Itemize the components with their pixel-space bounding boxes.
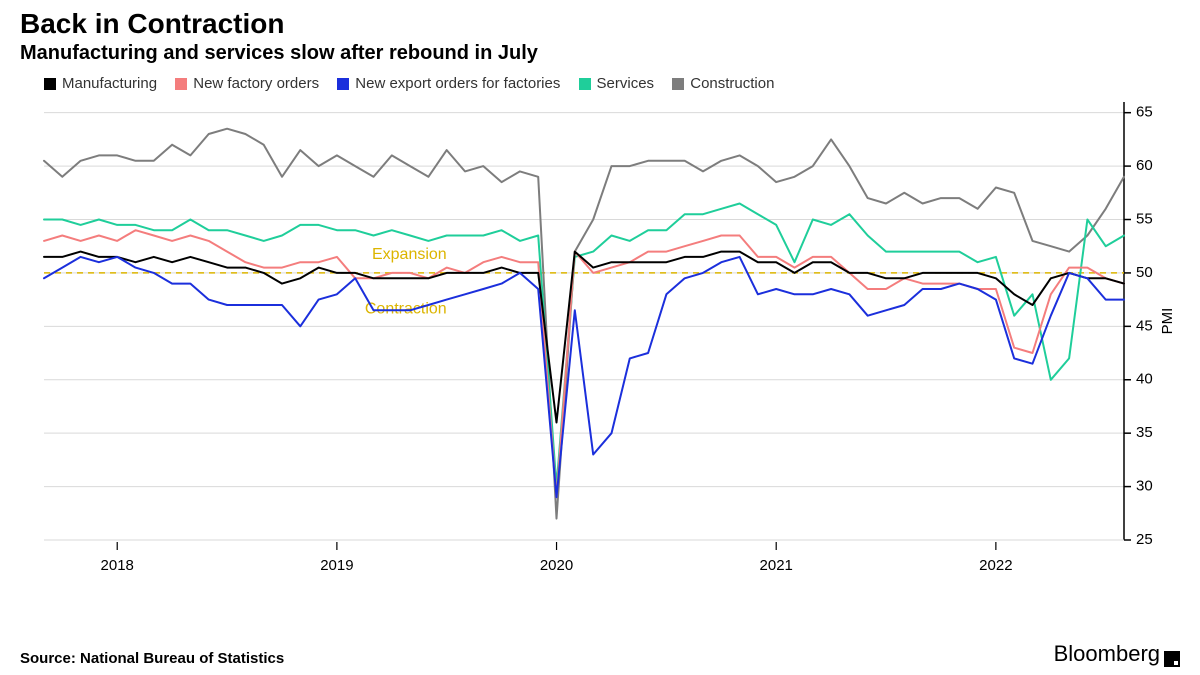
legend-label: New export orders for factories — [355, 75, 560, 92]
legend-swatch — [44, 78, 56, 90]
brand-icon — [1164, 651, 1180, 667]
chart-title: Back in Contraction — [0, 0, 1200, 40]
source-label: Source: National Bureau of Statistics — [20, 650, 284, 667]
footer: Source: National Bureau of Statistics Bl… — [20, 641, 1180, 667]
legend-item: Services — [579, 75, 655, 92]
legend-item: New export orders for factories — [337, 75, 560, 92]
brand-text: Bloomberg — [1054, 641, 1160, 667]
legend-item: Construction — [672, 75, 774, 92]
svg-text:45: 45 — [1136, 317, 1153, 334]
svg-text:2021: 2021 — [760, 557, 793, 574]
svg-text:55: 55 — [1136, 210, 1153, 227]
chart-area: 253035404550556065PMIExpansionContractio… — [20, 96, 1180, 591]
legend-swatch — [672, 78, 684, 90]
legend-swatch — [175, 78, 187, 90]
legend: Manufacturing New factory orders New exp… — [0, 71, 1200, 96]
svg-text:35: 35 — [1136, 424, 1153, 441]
brand-label: Bloomberg — [1054, 641, 1180, 667]
legend-label: Services — [597, 75, 655, 92]
svg-text:60: 60 — [1136, 157, 1153, 174]
legend-label: New factory orders — [193, 75, 319, 92]
legend-swatch — [337, 78, 349, 90]
legend-swatch — [579, 78, 591, 90]
svg-text:PMI: PMI — [1159, 307, 1176, 334]
legend-label: Construction — [690, 75, 774, 92]
svg-text:65: 65 — [1136, 103, 1153, 120]
svg-text:50: 50 — [1136, 263, 1153, 280]
svg-text:40: 40 — [1136, 370, 1153, 387]
svg-text:25: 25 — [1136, 530, 1153, 547]
legend-item: Manufacturing — [44, 75, 157, 92]
svg-text:2020: 2020 — [540, 557, 573, 574]
svg-text:2018: 2018 — [101, 557, 134, 574]
chart-subtitle: Manufacturing and services slow after re… — [0, 40, 1200, 71]
legend-item: New factory orders — [175, 75, 319, 92]
svg-text:30: 30 — [1136, 477, 1153, 494]
svg-text:2019: 2019 — [320, 557, 353, 574]
svg-text:2022: 2022 — [979, 557, 1012, 574]
legend-label: Manufacturing — [62, 75, 157, 92]
line-chart: 253035404550556065PMIExpansionContractio… — [20, 96, 1180, 586]
svg-text:Expansion: Expansion — [372, 246, 447, 263]
